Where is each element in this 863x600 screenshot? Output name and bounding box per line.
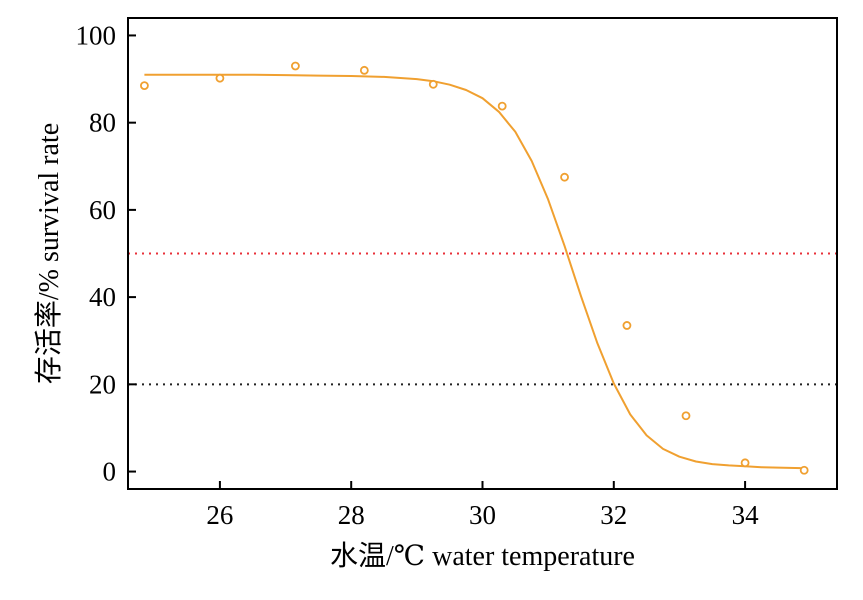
data-points-layer: [140, 61, 809, 475]
x-axis-title: 水温/℃ water temperature: [330, 540, 635, 572]
x-tick-label: 32: [600, 500, 627, 530]
fitted-curve-layer: [144, 73, 801, 470]
data-point: [359, 65, 369, 75]
x-tick-label: 28: [338, 500, 365, 530]
y-tick-label: 80: [89, 108, 116, 138]
data-point: [291, 61, 300, 71]
data-point: [799, 465, 809, 475]
data-point: [140, 81, 149, 90]
y-axis-title: 存活率/% survival rate: [33, 123, 65, 384]
y-tick-label: 60: [89, 195, 116, 225]
data-point: [681, 411, 691, 421]
y-tick-label: 100: [76, 20, 117, 50]
data-point: [428, 79, 438, 89]
data-point: [215, 73, 225, 83]
x-tick-label: 34: [732, 500, 760, 530]
data-point: [497, 101, 507, 111]
data-point: [740, 458, 750, 468]
axis-ticks: 26 28 30 32 34 0 20 40 60 80 100: [76, 20, 760, 530]
y-tick-label: 20: [89, 369, 116, 399]
y-tick-label: 0: [103, 457, 117, 487]
fitted-curve: [144, 73, 801, 470]
data-point: [622, 321, 632, 330]
x-tick-label: 30: [469, 500, 496, 530]
x-tick-label: 26: [206, 500, 233, 530]
plot-frame: [127, 17, 838, 490]
y-tick-label: 40: [89, 282, 116, 312]
reference-lines: [128, 252, 837, 386]
data-point: [560, 172, 569, 182]
